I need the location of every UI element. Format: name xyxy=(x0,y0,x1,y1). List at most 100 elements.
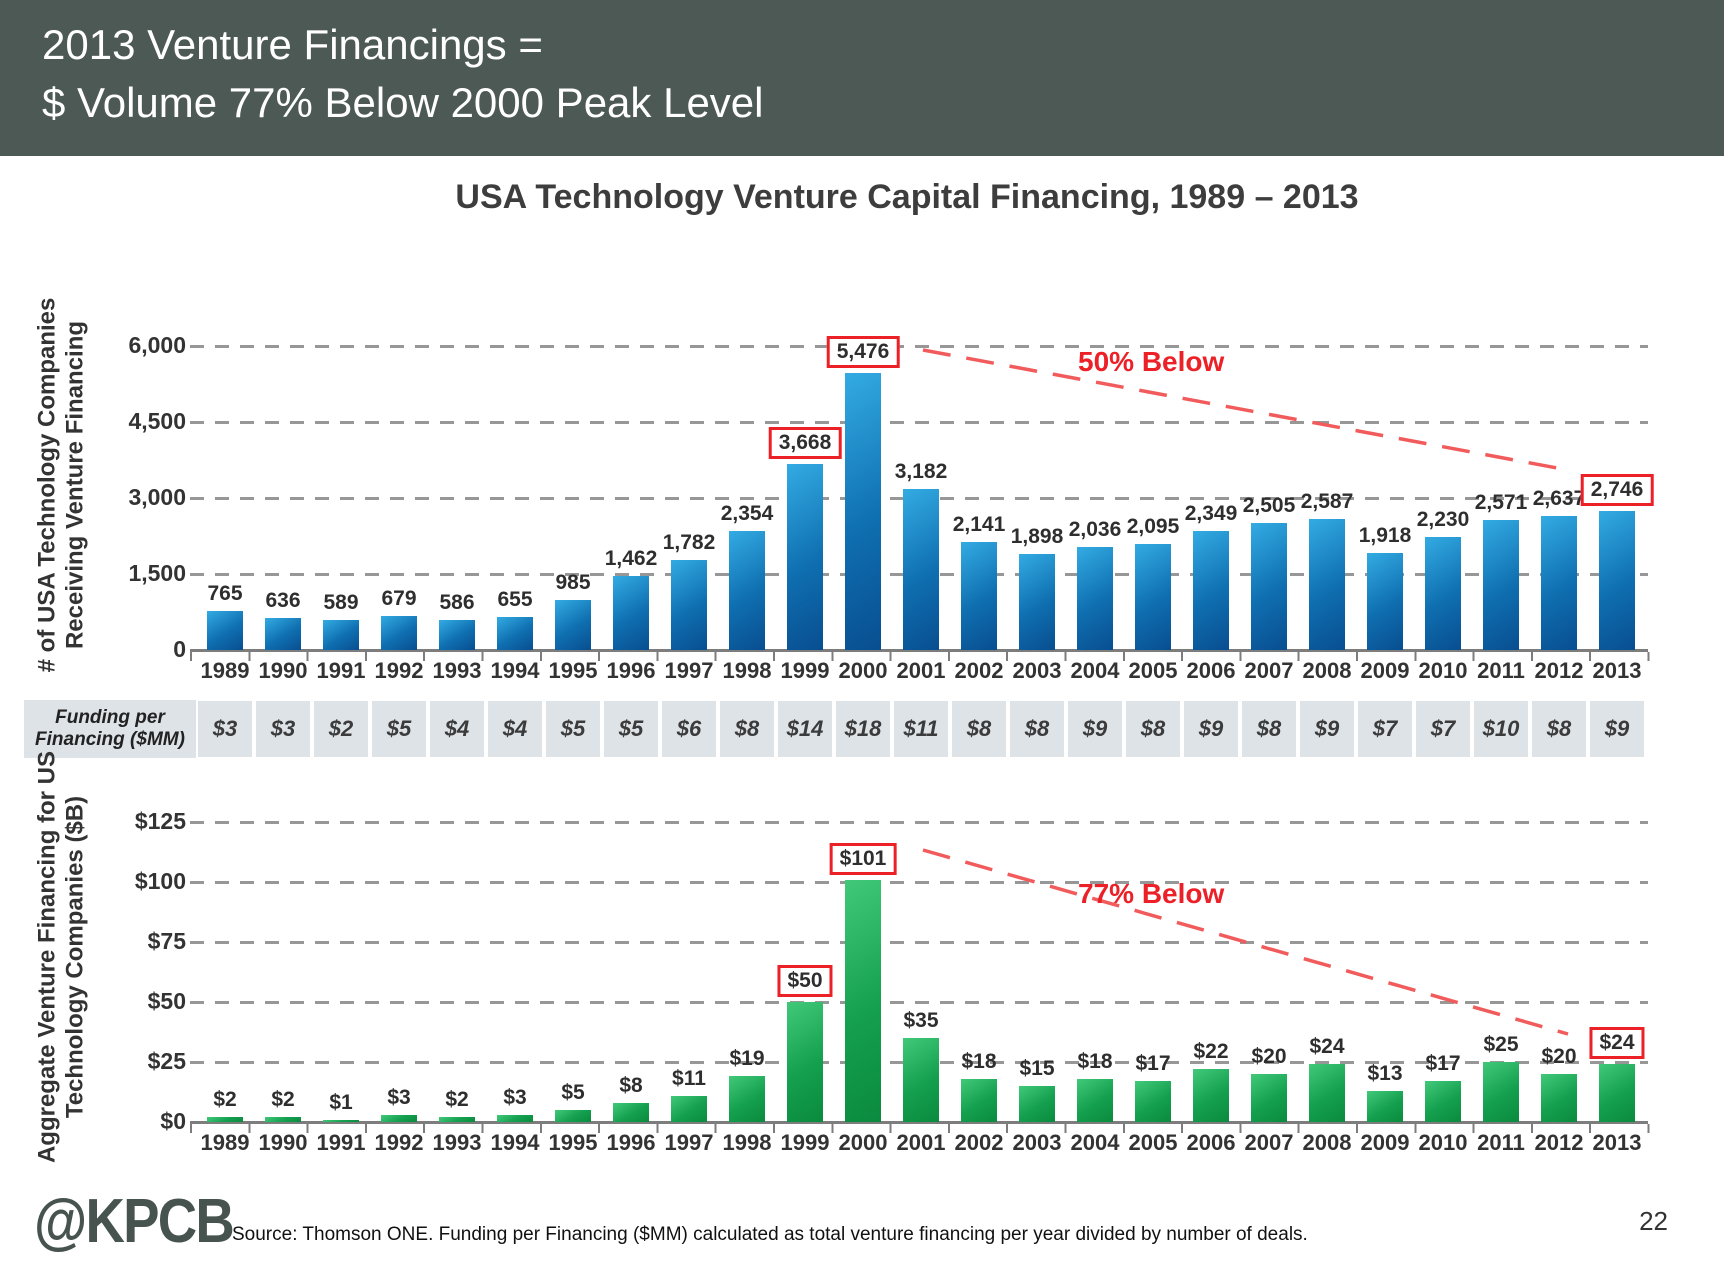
bar-value-label-1997: $11 xyxy=(672,1067,706,1090)
year-label-2009: 2009 xyxy=(1360,658,1410,683)
funding-strip-cell-2011: $10 xyxy=(1474,701,1528,757)
year-label-2007: 2007 xyxy=(1244,1130,1294,1155)
slide-title-line1: 2013 Venture Financings = xyxy=(42,21,543,68)
bar-slot-2006: 2,349 xyxy=(1182,320,1240,650)
bar-1994 xyxy=(497,1115,533,1122)
bar-2003 xyxy=(1019,1086,1055,1122)
bar-slot-2000: $101 xyxy=(829,792,897,1122)
bar-1992 xyxy=(381,1115,417,1122)
bottom-chart-x-axis-line xyxy=(190,1121,1648,1124)
year-label-2005: 2005 xyxy=(1128,658,1178,683)
bar-1997 xyxy=(671,1096,707,1122)
bar-2008 xyxy=(1309,519,1345,650)
bar-slot-2003: $15 xyxy=(1008,792,1066,1122)
bar-value-label-2013: 2,746 xyxy=(1580,474,1654,506)
bar-1999 xyxy=(787,1002,823,1122)
year-label-2004: 2004 xyxy=(1070,658,1120,683)
bar-slot-2001: $35 xyxy=(892,792,950,1122)
year-label-1994: 1994 xyxy=(490,658,540,683)
year-label-1991: 1991 xyxy=(316,658,366,683)
funding-strip-cell-1994: $4 xyxy=(488,701,542,757)
bar-1998 xyxy=(729,1076,765,1122)
bar-slot-1996: 1,462 xyxy=(602,320,660,650)
bar-value-label-2007: $20 xyxy=(1251,1045,1287,1068)
y-tick-label: 1,500 xyxy=(128,560,186,586)
y-tick-label: 6,000 xyxy=(128,332,186,358)
y-tick-label: $25 xyxy=(147,1048,186,1074)
year-label-1990: 1990 xyxy=(258,658,308,683)
header-bar: 2013 Venture Financings = $ Volume 77% B… xyxy=(0,0,1724,156)
year-label-2008: 2008 xyxy=(1302,658,1352,683)
year-label-2003: 2003 xyxy=(1012,1130,1062,1155)
bar-value-label-1995: 985 xyxy=(555,571,591,594)
bar-2001 xyxy=(903,1038,939,1122)
bar-slot-2009: 1,918 xyxy=(1356,320,1414,650)
year-label-2013: 2013 xyxy=(1592,658,1642,683)
bar-value-label-2003: $15 xyxy=(1019,1057,1055,1080)
funding-strip-cell-2003: $8 xyxy=(1010,701,1064,757)
year-label-2004: 2004 xyxy=(1070,1130,1120,1155)
bar-slot-2005: 2,095 xyxy=(1124,320,1182,650)
bar-slot-2007: 2,505 xyxy=(1240,320,1298,650)
funding-strip-cell-2000: $18 xyxy=(836,701,890,757)
year-label-2011: 2011 xyxy=(1477,658,1525,683)
bar-value-label-2011: 2,571 xyxy=(1474,491,1528,514)
bar-slot-2006: $22 xyxy=(1182,792,1240,1122)
year-label-2012: 2012 xyxy=(1534,658,1584,683)
bar-slot-1997: 1,782 xyxy=(660,320,718,650)
funding-strip-label: Funding per Financing ($MM) xyxy=(24,700,196,758)
bar-2011 xyxy=(1483,1062,1519,1122)
year-label-1999: 1999 xyxy=(780,1130,830,1155)
year-label-1992: 1992 xyxy=(374,658,424,683)
funding-strip-cell-1997: $6 xyxy=(662,701,716,757)
bar-2004 xyxy=(1077,547,1113,650)
bar-2009 xyxy=(1367,1091,1403,1122)
bar-slot-2012: 2,637 xyxy=(1530,320,1588,650)
year-label-1995: 1995 xyxy=(548,1130,598,1155)
funding-strip-cell-2004: $9 xyxy=(1068,701,1122,757)
bar-value-label-2008: $24 xyxy=(1309,1035,1345,1058)
bar-slot-2008: $24 xyxy=(1298,792,1356,1122)
year-label-2012: 2012 xyxy=(1534,1130,1584,1155)
bar-value-label-2010: 2,230 xyxy=(1416,508,1470,531)
year-label-2009: 2009 xyxy=(1360,1130,1410,1155)
bar-value-label-1992: 679 xyxy=(381,587,417,610)
bar-value-label-2000: 5,476 xyxy=(826,336,900,368)
top-chart-annotation: 50% Below xyxy=(1078,346,1225,377)
bar-value-label-2006: $22 xyxy=(1193,1040,1229,1063)
page-number: 22 xyxy=(1639,1206,1668,1236)
bar-slot-2007: $20 xyxy=(1240,792,1298,1122)
funding-strip-cell-2008: $9 xyxy=(1300,701,1354,757)
bar-value-label-2008: 2,587 xyxy=(1300,490,1354,513)
year-label-1995: 1995 xyxy=(548,658,598,683)
bar-2012 xyxy=(1541,1074,1577,1122)
year-label-2011: 2011 xyxy=(1477,1130,1525,1155)
funding-strip-cell-1990: $3 xyxy=(256,701,310,757)
funding-strip-cell-2010: $7 xyxy=(1416,701,1470,757)
bar-value-label-2005: 2,095 xyxy=(1126,515,1180,538)
bar-value-label-1992: $3 xyxy=(387,1086,411,1109)
bar-slot-2004: $18 xyxy=(1066,792,1124,1122)
bar-value-label-2012: $20 xyxy=(1541,1045,1577,1068)
bar-1992 xyxy=(381,616,417,650)
year-label-1992: 1992 xyxy=(374,1130,424,1155)
bar-slot-1990: $2 xyxy=(254,792,312,1122)
funding-strip-cell-1999: $14 xyxy=(778,701,832,757)
bottom-chart-x-axis-ticks xyxy=(190,1124,1650,1133)
bar-1995 xyxy=(555,600,591,650)
bar-1991 xyxy=(323,1120,359,1122)
bar-slot-2002: $18 xyxy=(950,792,1008,1122)
year-label-1998: 1998 xyxy=(722,1130,772,1155)
bar-2002 xyxy=(961,1079,997,1122)
funding-strip-cell-2009: $7 xyxy=(1358,701,1412,757)
bar-1994 xyxy=(497,617,533,650)
top-chart-x-axis-ticks xyxy=(190,652,1650,661)
bar-2001 xyxy=(903,489,939,650)
bar-slot-2010: 2,230 xyxy=(1414,320,1472,650)
bar-slot-1991: 589 xyxy=(312,320,370,650)
year-label-2002: 2002 xyxy=(954,658,1004,683)
bar-2011 xyxy=(1483,520,1519,650)
bar-1993 xyxy=(439,1117,475,1122)
bar-slot-1992: 679 xyxy=(370,320,428,650)
